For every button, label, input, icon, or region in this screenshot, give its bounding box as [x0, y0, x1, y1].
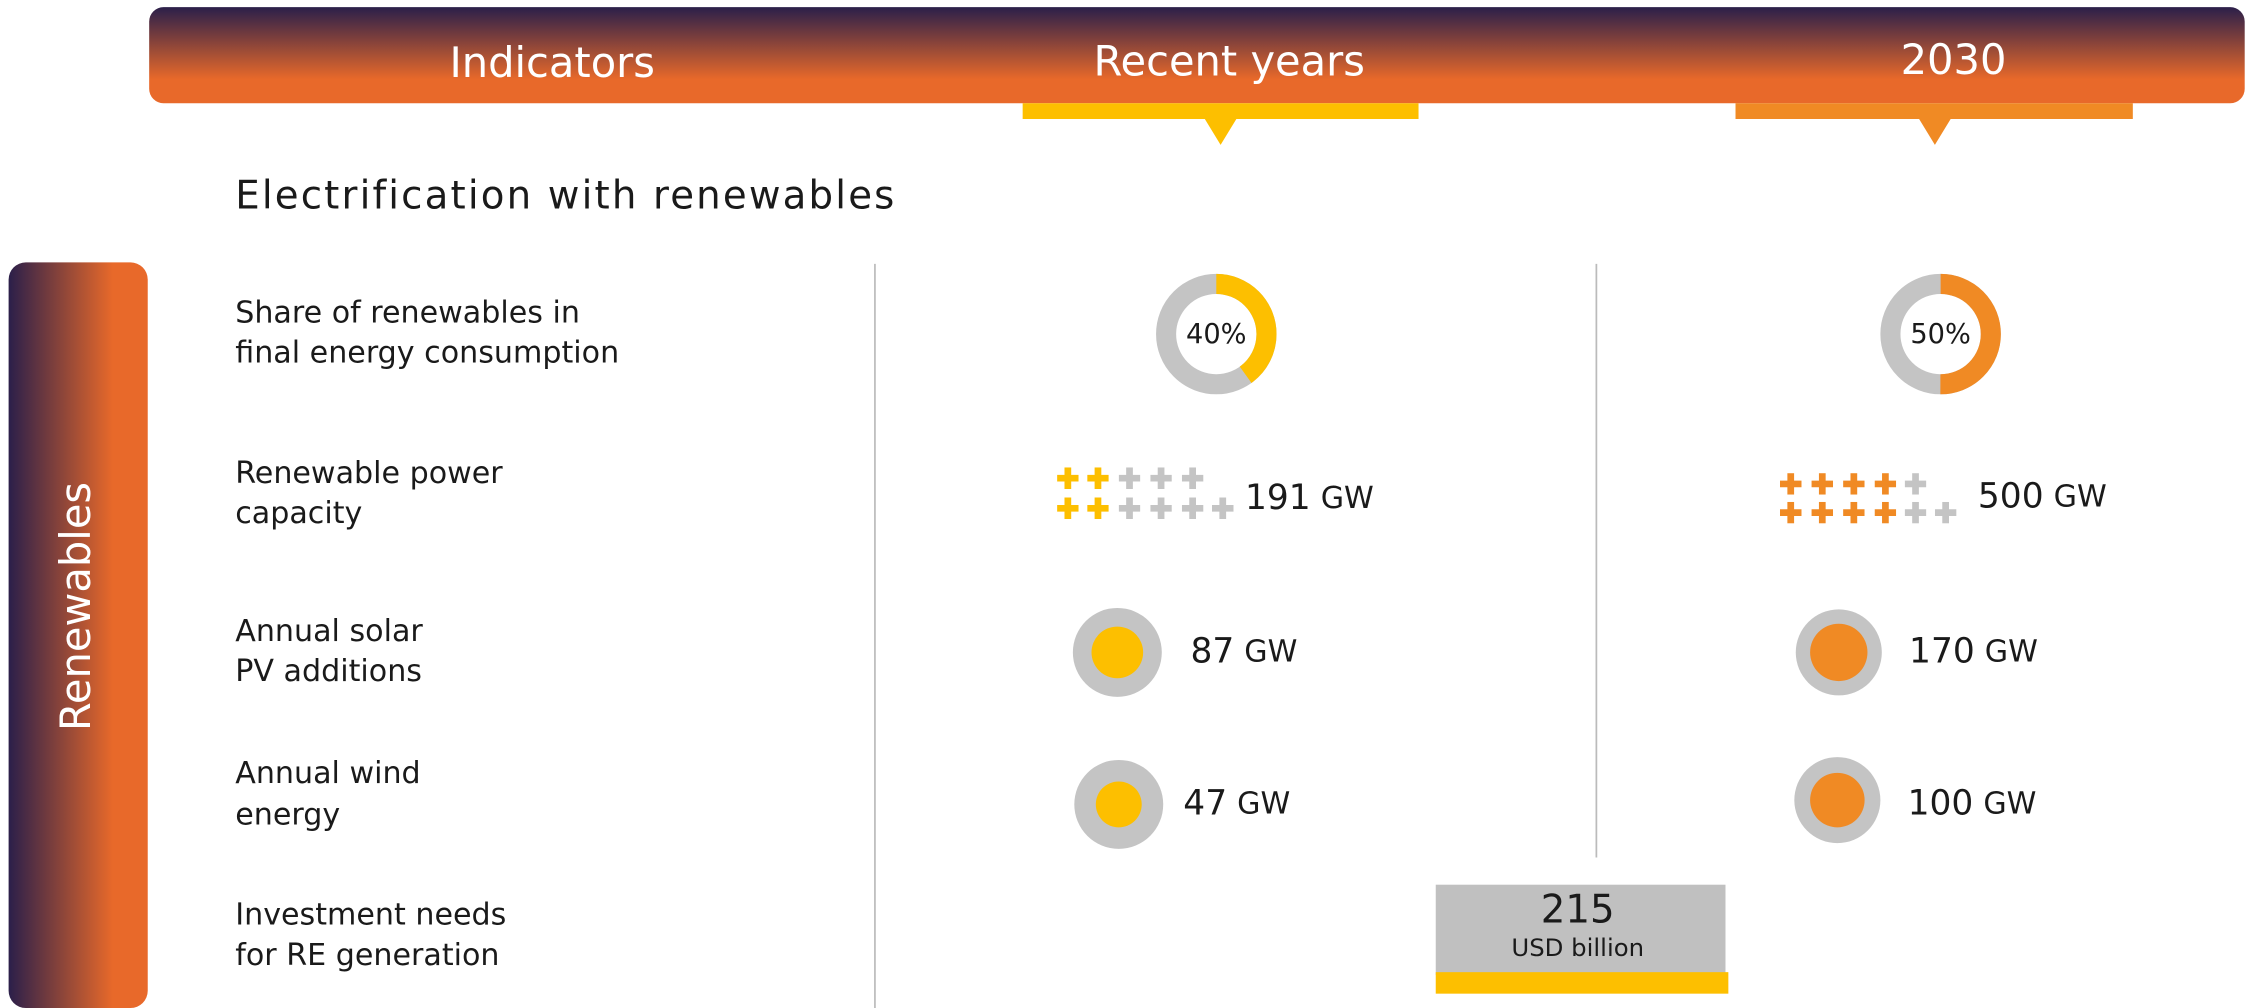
donut-label: 50%: [1910, 319, 1971, 350]
column-pointer: [1022, 103, 1419, 145]
value: 47 GW: [1183, 783, 1290, 823]
value-unit: GW: [1985, 634, 2038, 669]
value-unit: GW: [2054, 479, 2107, 514]
row-label: Investment needs: [235, 898, 506, 933]
row-labels: Share of renewables in final energy cons…: [235, 296, 619, 973]
value-unit: GW: [1244, 634, 1297, 669]
value: 87 GW: [1190, 631, 1297, 671]
value: 100 GW: [1908, 783, 2037, 823]
investment-underline: [1435, 972, 1729, 994]
plus-icons: [1904, 473, 1957, 524]
value-number: 500: [1978, 476, 2044, 516]
value-circle: [1091, 626, 1144, 679]
row-label: final energy consumption: [235, 336, 619, 371]
column-header: Recent years: [1094, 37, 1365, 86]
value-number: 170: [1909, 631, 1975, 671]
column-pointer: [1735, 103, 2133, 145]
value-number: 191: [1245, 477, 1311, 517]
column-header: 2030: [1901, 35, 2007, 84]
value-number: 87: [1190, 631, 1234, 671]
investment-unit: USD billion: [1511, 933, 1644, 962]
row-label: for RE generation: [235, 938, 499, 973]
row-label: Renewable power: [235, 456, 503, 491]
column-header: Indicators: [449, 38, 654, 87]
row-label: Annual wind: [235, 756, 420, 791]
row-label: PV additions: [235, 654, 422, 689]
value-unit: GW: [1983, 786, 2036, 821]
section-title: Electrification with renewables: [235, 173, 896, 218]
row-label: Share of renewables in: [235, 296, 580, 331]
donut-label: 40%: [1186, 319, 1247, 350]
value-circle: [1810, 623, 1868, 682]
plus-icons: [1057, 467, 1109, 520]
value: 170 GW: [1909, 631, 2038, 671]
value-circle: [1810, 772, 1865, 828]
value-unit: GW: [1321, 480, 1374, 515]
investment-value: 215: [1541, 887, 1615, 932]
plus-icons: [1779, 473, 1897, 524]
value-number: 100: [1908, 783, 1974, 823]
row-label: Annual solar: [235, 614, 423, 649]
plus-icons: [1118, 467, 1234, 520]
row-label: energy: [235, 797, 340, 832]
donut-arc: [1156, 273, 1277, 395]
value-unit: GW: [1237, 786, 1290, 821]
side-label: Renewables: [51, 482, 100, 731]
value: 191 GW: [1245, 477, 1374, 517]
donut-arc: [1880, 273, 2001, 395]
value-number: 47: [1183, 783, 1227, 823]
row-label: capacity: [235, 496, 362, 531]
value: 500 GW: [1978, 476, 2107, 516]
header-bar: [149, 7, 2245, 104]
side-bar: [8, 262, 148, 1008]
investment-box: [1435, 884, 1726, 976]
value-circle: [1095, 781, 1142, 828]
